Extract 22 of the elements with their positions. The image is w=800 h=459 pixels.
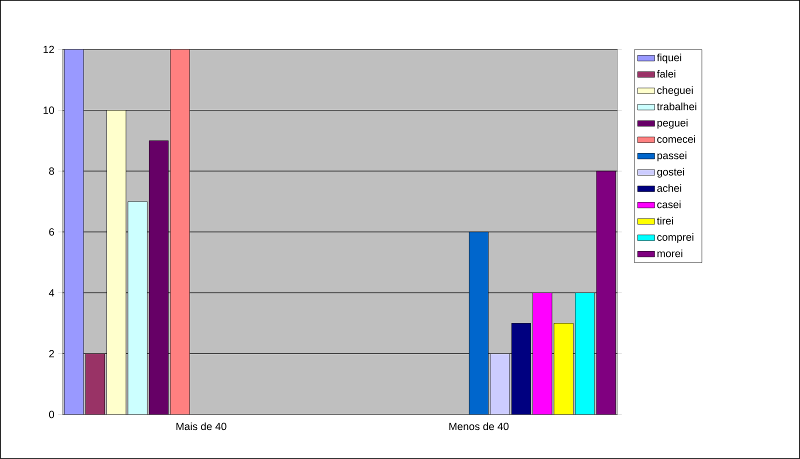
y-tick-label: 8 (49, 167, 54, 175)
legend-label: falei (656, 70, 676, 78)
y-tick-label: 10 (44, 106, 54, 114)
legend-label: trabalhei (656, 102, 696, 110)
legend-label: achei (657, 184, 682, 192)
y-tick-label: 0 (49, 410, 54, 418)
legend-label: comprei (657, 233, 694, 243)
legend-label: fiquei (656, 54, 682, 64)
legend-label: morei (657, 250, 682, 258)
legend-label: comecei (657, 135, 696, 143)
legend-label: casei (657, 200, 681, 208)
legend-label: peguei (657, 118, 688, 129)
y-tick-label: 2 (49, 350, 54, 358)
y-tick-label: 6 (49, 228, 54, 236)
x-tick-label: Menos de 40 (449, 422, 509, 430)
y-tick-label: 12 (44, 46, 54, 54)
x-tick-label: Mais de 40 (176, 422, 226, 430)
y-tick-label: 4 (48, 289, 54, 296)
legend-label: passei (657, 152, 686, 162)
legend-label: cheguei (657, 86, 693, 96)
legend-label: tirei (656, 216, 673, 225)
legend-label: gostei (657, 168, 684, 178)
